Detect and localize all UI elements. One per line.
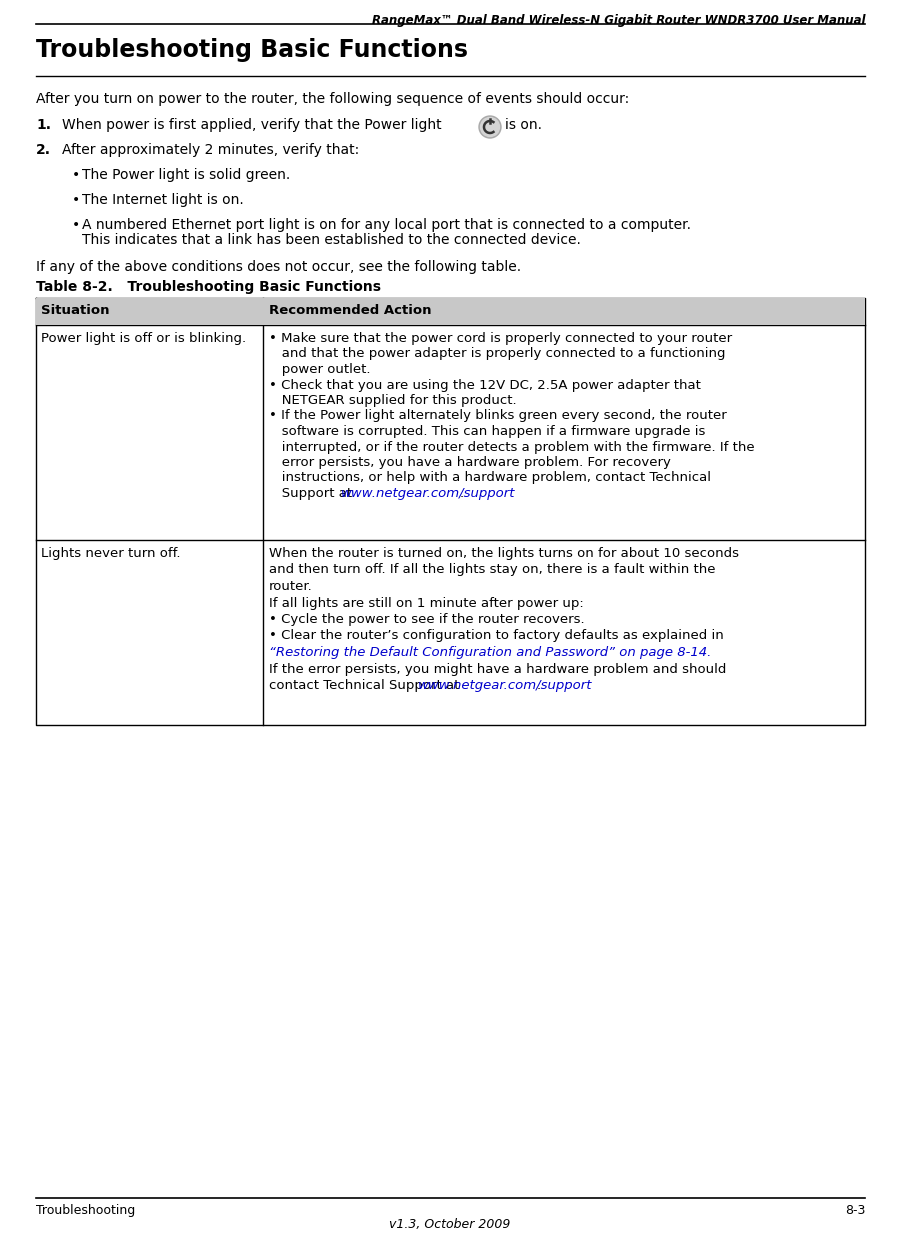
Text: If any of the above conditions does not occur, see the following table.: If any of the above conditions does not …	[36, 260, 521, 274]
Text: Troubleshooting Basic Functions: Troubleshooting Basic Functions	[36, 37, 468, 62]
Text: .: .	[537, 679, 541, 692]
Text: interrupted, or if the router detects a problem with the firmware. If the: interrupted, or if the router detects a …	[269, 441, 755, 454]
Text: If the error persists, you might have a hardware problem and should: If the error persists, you might have a …	[269, 663, 726, 675]
Text: The Internet light is on.: The Internet light is on.	[82, 193, 244, 207]
Text: RangeMax™ Dual Band Wireless-N Gigabit Router WNDR3700 User Manual: RangeMax™ Dual Band Wireless-N Gigabit R…	[371, 14, 865, 27]
Text: contact Technical Support at: contact Technical Support at	[269, 679, 464, 692]
Text: Troubleshooting: Troubleshooting	[36, 1204, 135, 1217]
Text: • Check that you are using the 12V DC, 2.5A power adapter that: • Check that you are using the 12V DC, 2…	[269, 379, 701, 391]
Text: 8-3: 8-3	[844, 1204, 865, 1217]
Circle shape	[480, 117, 499, 137]
Text: • Cycle the power to see if the router recovers.: • Cycle the power to see if the router r…	[269, 613, 585, 625]
Text: •: •	[72, 168, 80, 182]
Text: software is corrupted. This can happen if a firmware upgrade is: software is corrupted. This can happen i…	[269, 425, 705, 439]
Text: 2.: 2.	[36, 143, 51, 157]
Text: •: •	[72, 218, 80, 232]
Text: If all lights are still on 1 minute after power up:: If all lights are still on 1 minute afte…	[269, 597, 584, 609]
Text: “Restoring the Default Configuration and Password” on page 8-14.: “Restoring the Default Configuration and…	[269, 645, 712, 659]
Text: and then turn off. If all the lights stay on, there is a fault within the: and then turn off. If all the lights sta…	[269, 563, 715, 577]
Text: Support at: Support at	[269, 487, 357, 500]
Text: Table 8-2.   Troubleshooting Basic Functions: Table 8-2. Troubleshooting Basic Functio…	[36, 280, 381, 294]
Text: www.netgear.com/support: www.netgear.com/support	[341, 487, 515, 500]
Text: is on.: is on.	[505, 118, 542, 132]
Text: A numbered Ethernet port light is on for any local port that is connected to a c: A numbered Ethernet port light is on for…	[82, 218, 691, 232]
Text: Situation: Situation	[41, 304, 110, 316]
Text: NETGEAR supplied for this product.: NETGEAR supplied for this product.	[269, 394, 516, 407]
Text: error persists, you have a hardware problem. For recovery: error persists, you have a hardware prob…	[269, 456, 671, 468]
Text: After approximately 2 minutes, verify that:: After approximately 2 minutes, verify th…	[62, 143, 359, 157]
Text: instructions, or help with a hardware problem, contact Technical: instructions, or help with a hardware pr…	[269, 471, 711, 485]
Text: • Clear the router’s configuration to factory defaults as explained in: • Clear the router’s configuration to fa…	[269, 629, 724, 643]
Text: router.: router.	[269, 579, 313, 593]
Text: Recommended Action: Recommended Action	[269, 304, 432, 316]
Bar	[36, 298, 865, 325]
Text: v1.3, October 2009: v1.3, October 2009	[389, 1219, 511, 1231]
Text: .: .	[460, 487, 464, 500]
Text: •: •	[72, 193, 80, 207]
Text: The Power light is solid green.: The Power light is solid green.	[82, 168, 290, 182]
Circle shape	[479, 116, 501, 138]
Text: When the router is turned on, the lights turns on for about 10 seconds: When the router is turned on, the lights…	[269, 547, 739, 559]
Text: After you turn on power to the router, the following sequence of events should o: After you turn on power to the router, t…	[36, 92, 629, 106]
Text: www.netgear.com/support: www.netgear.com/support	[418, 679, 593, 692]
Text: 1.: 1.	[36, 118, 51, 132]
Text: Power light is off or is blinking.: Power light is off or is blinking.	[41, 331, 246, 345]
Text: and that the power adapter is properly connected to a functioning: and that the power adapter is properly c…	[269, 348, 725, 360]
Text: • Make sure that the power cord is properly connected to your router: • Make sure that the power cord is prope…	[269, 331, 733, 345]
Text: When power is first applied, verify that the Power light: When power is first applied, verify that…	[62, 118, 441, 132]
Text: Lights never turn off.: Lights never turn off.	[41, 547, 180, 559]
Text: power outlet.: power outlet.	[269, 363, 370, 376]
Text: This indicates that a link has been established to the connected device.: This indicates that a link has been esta…	[82, 233, 581, 247]
Text: • If the Power light alternately blinks green every second, the router: • If the Power light alternately blinks …	[269, 410, 727, 422]
